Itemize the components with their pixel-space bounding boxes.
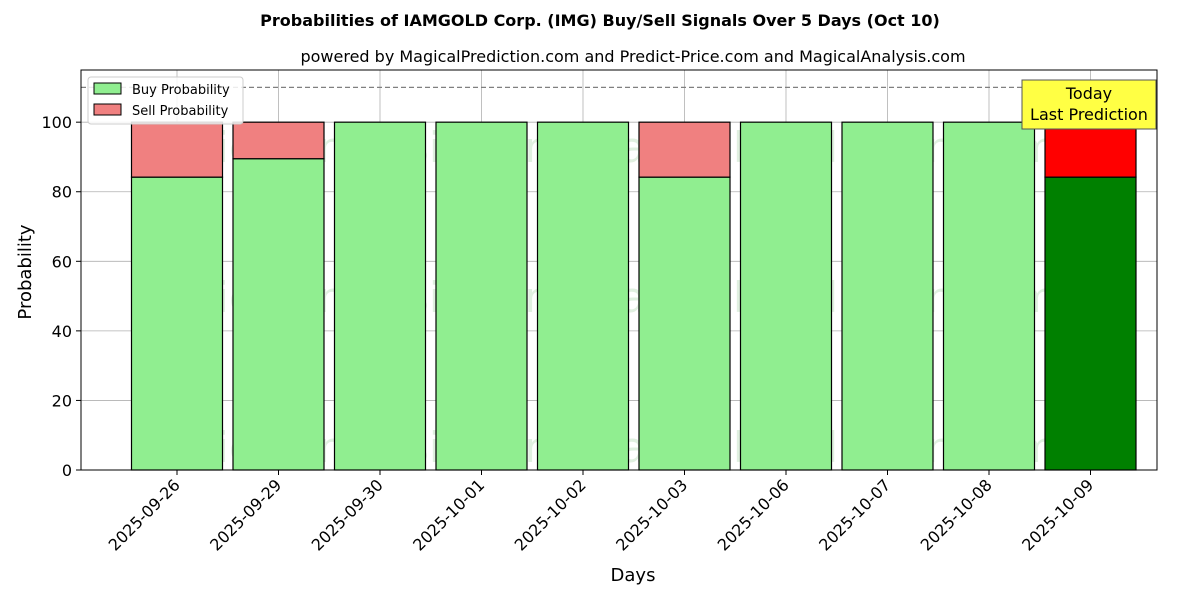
annotation-box	[1021, 79, 1157, 130]
chart-subtitle: powered by MagicalPrediction.com and Pre…	[300, 47, 965, 66]
annotation-line-2: Last Prediction	[1030, 105, 1148, 124]
y-tick-label: 0	[62, 461, 72, 480]
chart-title: Probabilities of IAMGOLD Corp. (IMG) Buy…	[260, 11, 940, 30]
legend-swatch-buy	[93, 82, 122, 95]
y-tick-label: 100	[41, 113, 72, 132]
legend-label-sell: Sell Probability	[132, 104, 229, 119]
bar-buy-2025-10-09	[1044, 176, 1137, 471]
annotation-line-1: Today	[1065, 84, 1112, 103]
y-tick-label: 80	[52, 183, 72, 202]
bar-buy-2025-10-03	[638, 176, 731, 471]
bars-layer	[130, 121, 1137, 471]
bar-buy-2025-10-08	[942, 121, 1036, 471]
bar-sell-2025-10-09	[1044, 121, 1137, 178]
bar-buy-2025-10-01	[435, 121, 528, 471]
plot-frame	[80, 69, 1158, 471]
bar-buy-2025-10-02	[536, 121, 630, 471]
legend-swatch-sell	[93, 103, 122, 116]
bar-buy-2025-09-29	[232, 158, 325, 471]
bar-sell-2025-09-29	[232, 121, 325, 160]
bar-buy-2025-09-30	[333, 121, 427, 471]
today-annotation: Today Last Prediction	[1021, 79, 1157, 130]
y-tick-label: 60	[52, 252, 72, 271]
bar-buy-2025-10-06	[739, 121, 833, 471]
x-axis-label: Days	[611, 565, 656, 586]
legend: Buy Probability Sell Probability	[87, 76, 244, 125]
y-axis-ticks: 0 20 40 60 80 100	[41, 113, 81, 480]
y-axis-label: Probability	[15, 224, 36, 319]
legend-box	[87, 76, 244, 125]
bar-sell-2025-10-03	[638, 121, 731, 178]
y-tick-label: 20	[52, 391, 72, 410]
bar-buy-2025-10-07	[841, 121, 934, 471]
y-tick-label: 40	[52, 322, 72, 341]
bar-sell-2025-09-26	[130, 121, 224, 178]
legend-label-buy: Buy Probability	[132, 83, 230, 98]
bar-buy-2025-09-26	[130, 176, 224, 471]
